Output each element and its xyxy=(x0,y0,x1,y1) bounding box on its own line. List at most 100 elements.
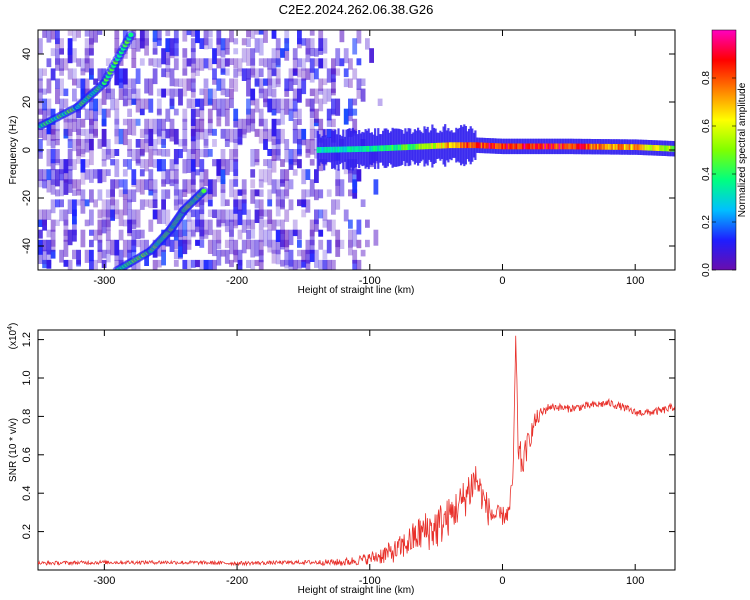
heatmap-cell xyxy=(55,48,60,65)
band-core xyxy=(332,146,335,153)
heatmap-cell xyxy=(229,219,234,237)
heatmap-cell xyxy=(365,239,370,248)
band-core xyxy=(375,145,378,152)
heatmap-cell xyxy=(122,159,128,167)
heatmap-cell xyxy=(72,118,77,132)
band-core xyxy=(503,143,506,150)
heatmap-cell xyxy=(89,189,94,203)
heatmap-cell xyxy=(144,179,149,190)
band-core xyxy=(351,146,354,153)
heatmap-cell xyxy=(250,239,256,258)
heatmap-cell xyxy=(301,78,307,95)
heatmap-cell xyxy=(322,209,328,221)
heatmap-cell xyxy=(263,139,268,150)
heatmap-cell xyxy=(356,30,362,44)
heatmap-cell xyxy=(280,229,285,247)
heatmap-cell xyxy=(288,229,294,246)
heatmap-cell xyxy=(97,139,103,149)
heatmap-cell xyxy=(152,209,158,220)
heatmap-cell xyxy=(63,229,69,242)
heatmap-cell xyxy=(97,209,103,219)
heatmap-cell xyxy=(89,259,94,270)
heatmap-cell xyxy=(203,58,209,69)
band-core xyxy=(377,145,380,152)
heatmap-cell xyxy=(229,209,234,222)
heatmap-cell xyxy=(72,68,77,79)
heatmap-cell xyxy=(271,98,277,110)
heatmap-cell xyxy=(314,48,319,57)
band-core xyxy=(480,142,483,149)
heatmap-cell xyxy=(156,209,162,224)
heatmap-cell xyxy=(318,259,324,270)
heatmap-cell xyxy=(139,149,145,157)
heatmap-cell xyxy=(38,169,43,181)
heatmap-cell xyxy=(135,149,141,164)
heatmap-cell xyxy=(233,38,239,45)
heatmap-cell xyxy=(105,108,111,118)
band-core xyxy=(573,143,576,150)
heatmap-cell xyxy=(233,68,239,78)
snr-frame xyxy=(37,329,676,571)
band-core xyxy=(512,143,515,150)
heatmap-cell xyxy=(339,179,345,197)
heatmap-cell xyxy=(50,169,56,185)
heatmap-cell xyxy=(258,239,264,256)
band-core xyxy=(391,144,394,151)
heatmap-cell xyxy=(258,128,264,144)
heatmap-cell xyxy=(212,209,217,218)
heatmap-cell xyxy=(288,149,294,165)
heatmap-cell xyxy=(288,199,294,211)
heatmap-cell xyxy=(224,249,230,264)
band-core xyxy=(337,146,340,153)
band-core xyxy=(641,144,644,151)
heatmap-cell xyxy=(148,219,154,232)
heatmap-cell xyxy=(50,48,56,57)
heatmap-cell xyxy=(169,239,175,252)
heatmap-cell xyxy=(343,78,349,88)
band-core xyxy=(614,144,617,150)
heatmap-cell xyxy=(271,58,277,76)
heatmap-cell xyxy=(301,189,307,205)
band-core xyxy=(429,143,432,149)
band-core xyxy=(530,143,533,150)
heatmap-cell xyxy=(42,259,47,269)
heatmap-cell xyxy=(271,30,277,39)
heatmap-cell xyxy=(267,209,273,224)
heatmap-cell xyxy=(224,88,230,97)
band-core xyxy=(509,143,512,150)
heatmap-cell xyxy=(352,118,358,134)
band-core xyxy=(402,144,405,151)
y-tick-label: 0.8 xyxy=(21,409,33,424)
heatmap-cell xyxy=(301,68,307,81)
heatmap-cell xyxy=(67,118,73,136)
heatmap-cell xyxy=(305,139,311,153)
heatmap-cell xyxy=(59,58,64,71)
band-core xyxy=(418,143,421,150)
heatmap-cell xyxy=(220,68,226,75)
heatmap-cell xyxy=(326,128,332,138)
heatmap-cell xyxy=(254,38,260,53)
y-tick-label: 0.2 xyxy=(21,524,33,539)
heatmap-cell xyxy=(237,229,243,240)
heatmap-cell xyxy=(173,169,179,184)
heatmap-cell xyxy=(152,48,158,55)
heatmap-cell xyxy=(114,199,120,215)
heatmap-cell xyxy=(118,128,124,145)
heatmap-cell xyxy=(101,128,107,147)
heatmap-cell xyxy=(46,239,52,255)
heatmap-cell xyxy=(72,209,77,225)
band-core xyxy=(440,142,444,149)
heatmap-cell xyxy=(42,108,47,124)
heatmap-cell xyxy=(288,249,294,267)
heatmap-cell xyxy=(84,30,90,37)
band-core xyxy=(490,143,493,149)
heatmap-cell xyxy=(195,98,200,107)
band-core xyxy=(316,147,319,153)
heatmap-cell xyxy=(161,199,166,210)
heatmap-cell xyxy=(127,219,132,234)
heatmap-cell xyxy=(152,159,158,168)
heatmap-cell xyxy=(267,58,273,70)
heatmap-cell xyxy=(105,219,111,231)
heatmap-cell xyxy=(152,259,158,270)
y-tick-label: 1.0 xyxy=(21,370,33,385)
